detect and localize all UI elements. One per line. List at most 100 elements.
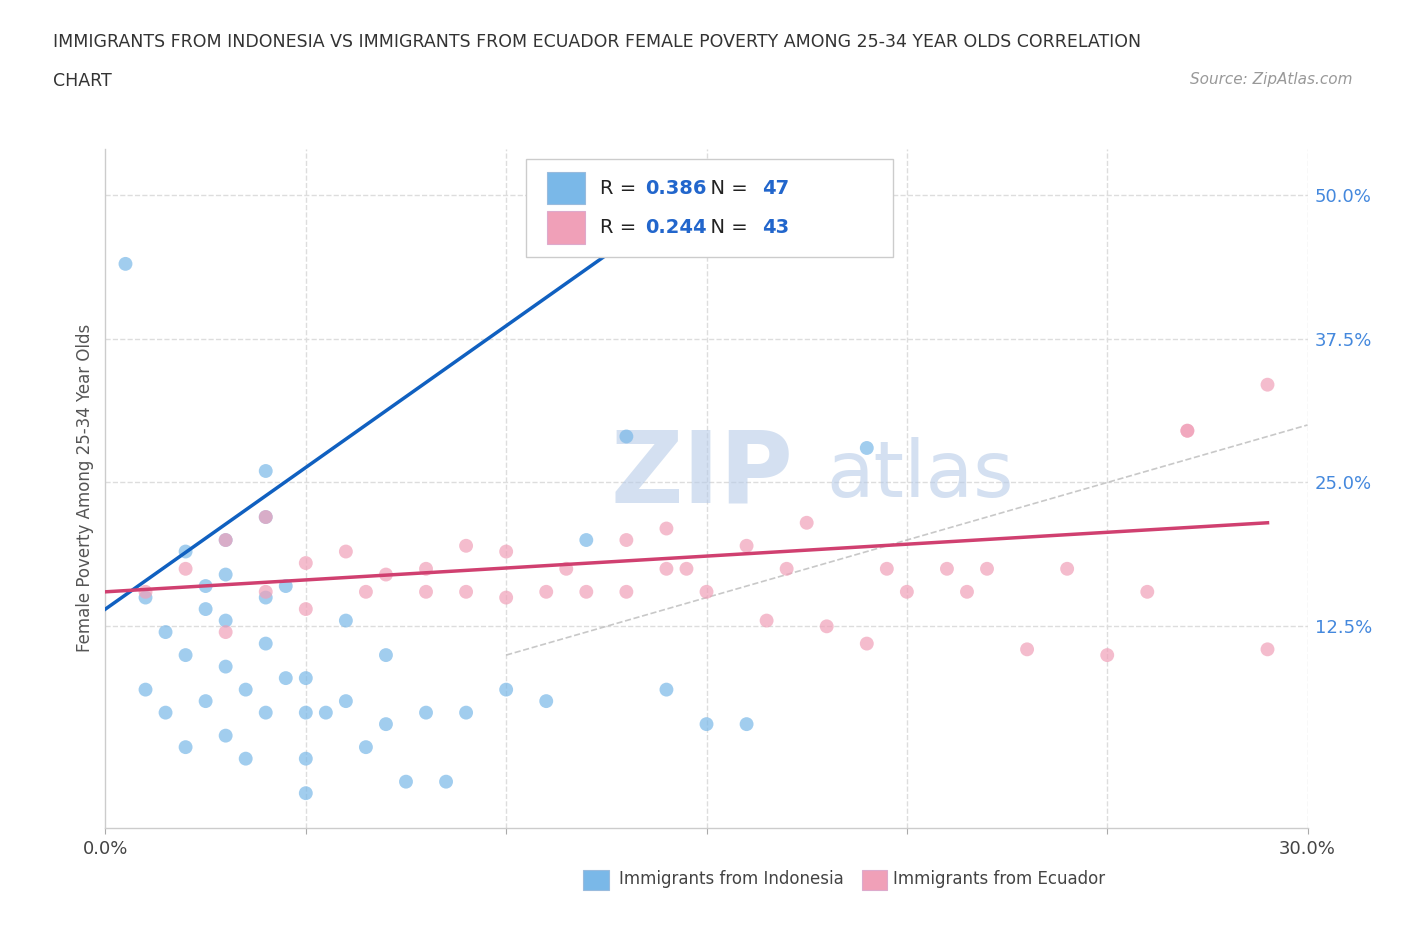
Point xyxy=(616,533,638,548)
Point xyxy=(575,533,598,548)
Point xyxy=(254,705,277,720)
Text: ZIP: ZIP xyxy=(610,426,793,524)
Point xyxy=(1257,642,1279,657)
Point xyxy=(254,584,277,599)
Point xyxy=(295,671,318,685)
Point xyxy=(735,717,758,732)
Point xyxy=(254,463,277,478)
Point xyxy=(354,739,377,754)
Point xyxy=(616,429,638,444)
Point xyxy=(174,562,197,577)
Point xyxy=(155,625,177,640)
Point xyxy=(174,544,197,559)
Point xyxy=(454,584,477,599)
Point xyxy=(1056,562,1078,577)
Point xyxy=(454,705,477,720)
Point xyxy=(855,636,877,651)
Point xyxy=(735,538,758,553)
Point xyxy=(295,751,318,766)
Text: Source: ZipAtlas.com: Source: ZipAtlas.com xyxy=(1189,72,1353,86)
Point xyxy=(235,751,257,766)
Point xyxy=(174,647,197,662)
Point xyxy=(274,578,297,593)
Point xyxy=(616,584,638,599)
Point xyxy=(936,562,959,577)
Point xyxy=(1017,642,1039,657)
Point xyxy=(194,578,217,593)
Point xyxy=(1136,584,1159,599)
Point xyxy=(696,584,718,599)
Point xyxy=(374,717,398,732)
FancyBboxPatch shape xyxy=(547,172,585,205)
Text: N =: N = xyxy=(699,218,754,237)
Y-axis label: Female Poverty Among 25-34 Year Olds: Female Poverty Among 25-34 Year Olds xyxy=(76,325,94,652)
Point xyxy=(415,584,437,599)
Point xyxy=(194,602,217,617)
Point xyxy=(254,636,277,651)
Point xyxy=(354,584,377,599)
Point xyxy=(295,555,318,570)
Point xyxy=(1257,378,1279,392)
Point xyxy=(114,257,136,272)
Text: R =: R = xyxy=(599,179,643,198)
Point xyxy=(274,671,297,685)
Point xyxy=(214,533,236,548)
Point xyxy=(555,562,578,577)
Point xyxy=(214,728,236,743)
Point xyxy=(1097,647,1119,662)
Point xyxy=(335,544,357,559)
Point xyxy=(135,683,157,698)
Point xyxy=(495,544,517,559)
Point xyxy=(295,602,318,617)
Text: atlas: atlas xyxy=(827,437,1014,512)
Point xyxy=(534,584,557,599)
Point xyxy=(575,584,598,599)
Point xyxy=(395,775,418,790)
Point xyxy=(896,584,918,599)
FancyBboxPatch shape xyxy=(526,159,893,258)
Point xyxy=(335,694,357,709)
Point xyxy=(655,521,678,536)
Point xyxy=(235,683,257,698)
Text: IMMIGRANTS FROM INDONESIA VS IMMIGRANTS FROM ECUADOR FEMALE POVERTY AMONG 25-34 : IMMIGRANTS FROM INDONESIA VS IMMIGRANTS … xyxy=(53,33,1142,50)
Point xyxy=(214,567,236,582)
Point xyxy=(976,562,998,577)
Point xyxy=(315,705,337,720)
Point xyxy=(956,584,979,599)
Text: Immigrants from Indonesia: Immigrants from Indonesia xyxy=(619,870,844,888)
Point xyxy=(815,618,838,633)
Point xyxy=(755,613,778,628)
Point xyxy=(495,591,517,605)
Point xyxy=(454,538,477,553)
Point xyxy=(155,705,177,720)
Text: R =: R = xyxy=(599,218,643,237)
Point xyxy=(135,591,157,605)
Text: 43: 43 xyxy=(762,218,789,237)
Text: Immigrants from Ecuador: Immigrants from Ecuador xyxy=(893,870,1105,888)
Point xyxy=(675,562,697,577)
Point xyxy=(135,584,157,599)
Point xyxy=(254,510,277,525)
Point xyxy=(855,441,877,456)
Point xyxy=(696,717,718,732)
Point xyxy=(434,775,457,790)
Bar xyxy=(862,870,887,890)
Point xyxy=(415,705,437,720)
Point xyxy=(1177,423,1199,438)
FancyBboxPatch shape xyxy=(547,211,585,244)
Point xyxy=(194,694,217,709)
Bar xyxy=(583,870,609,890)
Point xyxy=(254,510,277,525)
Point xyxy=(214,533,236,548)
Point xyxy=(655,683,678,698)
Text: CHART: CHART xyxy=(53,72,112,89)
Point xyxy=(214,613,236,628)
Point xyxy=(495,683,517,698)
Point xyxy=(776,562,799,577)
Point xyxy=(415,562,437,577)
Point xyxy=(174,739,197,754)
Text: 0.244: 0.244 xyxy=(645,218,707,237)
Point xyxy=(655,562,678,577)
Point xyxy=(796,515,818,530)
Point xyxy=(335,613,357,628)
